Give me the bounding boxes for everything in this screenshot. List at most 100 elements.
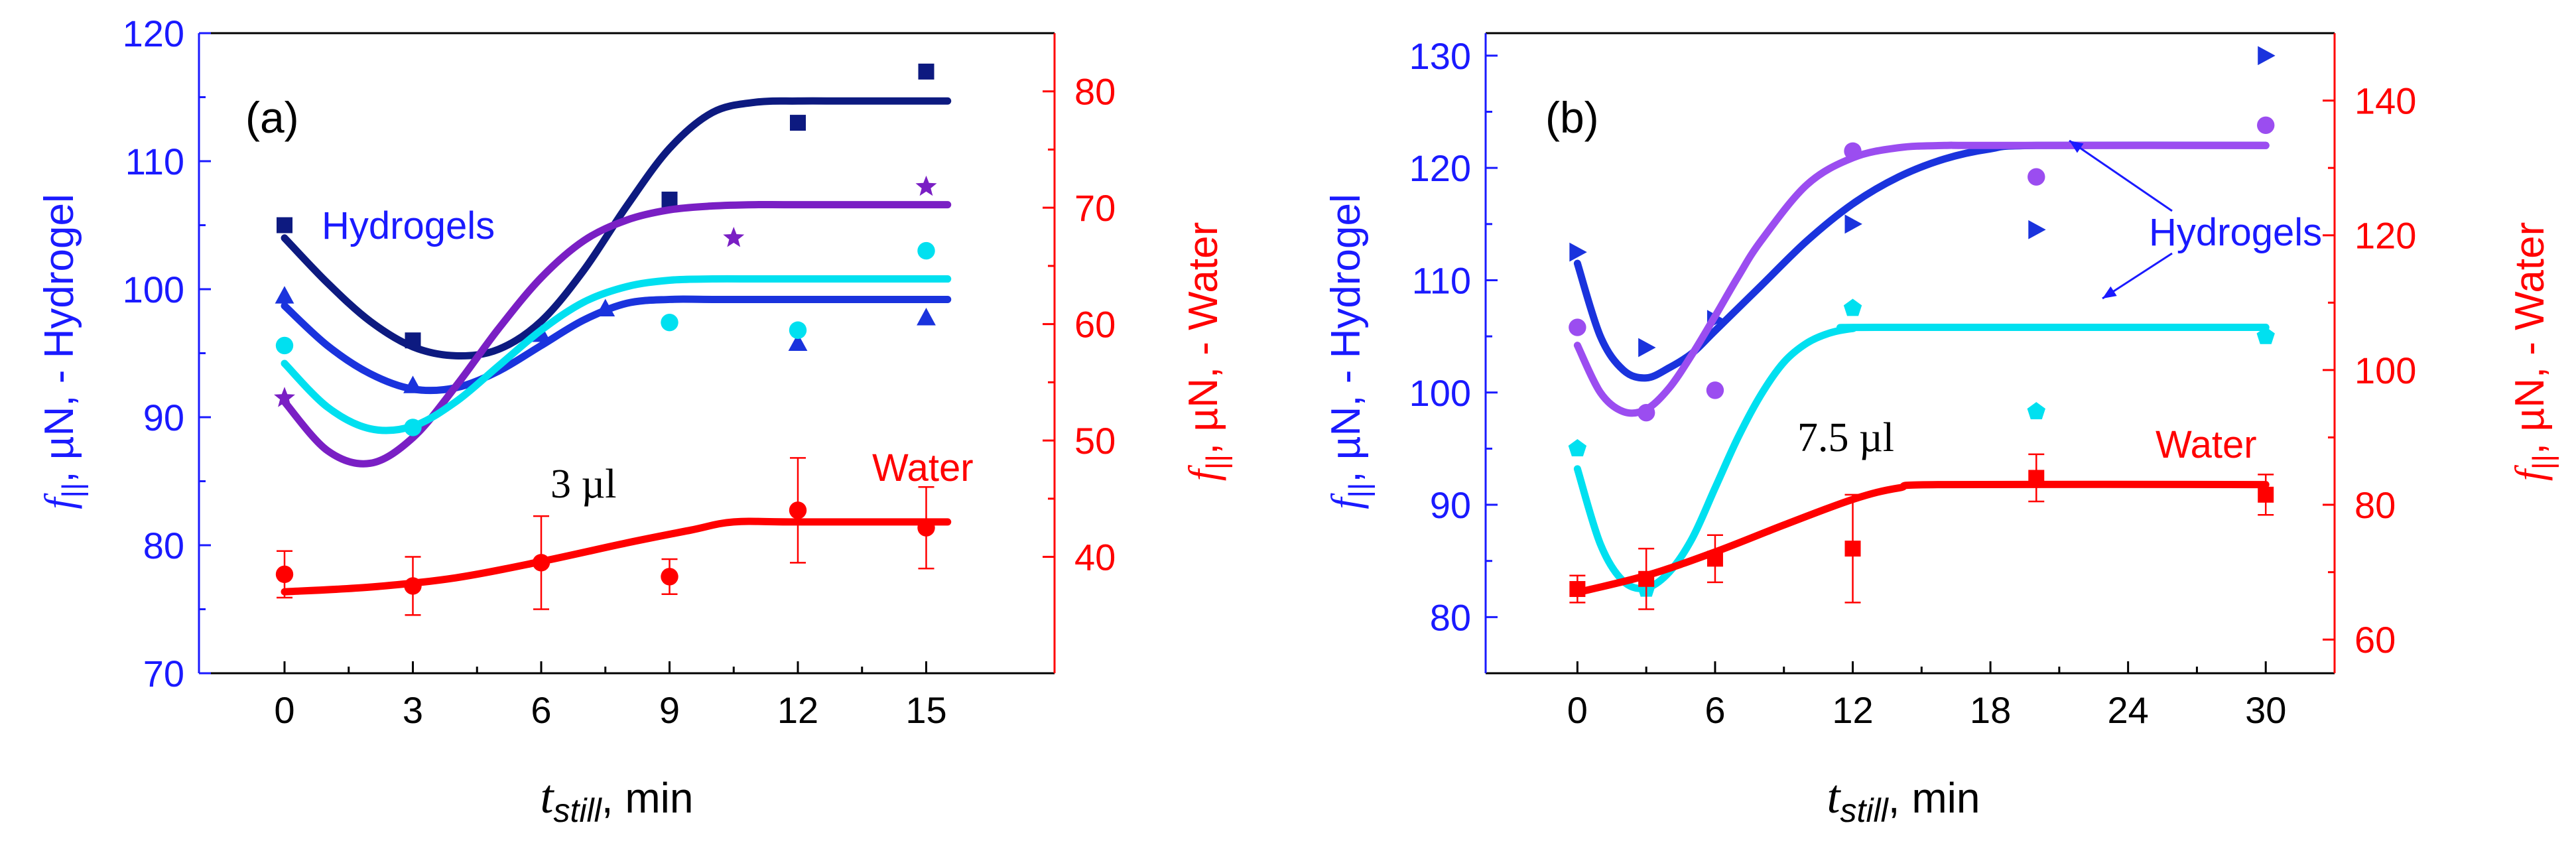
x-tick-label: 6 [1705, 689, 1725, 731]
data-point-marker [277, 217, 292, 233]
left-y-tick-label: 100 [123, 269, 184, 310]
data-point-marker [789, 321, 807, 339]
data-point-marker [404, 577, 422, 595]
right-y-tick-label: 60 [1074, 304, 1116, 346]
panel-label: (a) [245, 93, 299, 142]
data-point-marker [789, 501, 807, 519]
data-point-marker [790, 115, 806, 131]
x-tick-label: 0 [274, 689, 294, 731]
left-y-tick-label: 70 [143, 653, 184, 694]
data-point-marker [917, 308, 936, 326]
data-point-marker [1568, 439, 1587, 457]
data-series [1569, 453, 2274, 610]
data-point-marker [915, 175, 937, 196]
data-point-marker [661, 568, 678, 586]
data-point-marker [596, 298, 615, 316]
fit-curve [1573, 480, 2270, 596]
data-point-marker [1707, 551, 1723, 567]
left-y-tick-label: 90 [143, 397, 184, 438]
data-series [277, 63, 952, 360]
data-series [275, 457, 952, 616]
x-tick-label: 3 [403, 689, 423, 731]
water-label: Water [872, 446, 974, 490]
left-y-tick-label: 100 [1409, 372, 1471, 414]
x-tick-label: 12 [777, 689, 818, 731]
data-point-marker [403, 375, 422, 393]
data-point-marker [405, 332, 421, 349]
left-y-tick-label: 120 [123, 13, 184, 54]
data-point-marker [918, 63, 934, 80]
right-y-tick-label: 70 [1074, 187, 1116, 229]
fit-curve [281, 97, 952, 360]
data-point-marker [2027, 402, 2045, 420]
data-series [275, 241, 952, 436]
data-point-marker [404, 419, 422, 436]
data-point-marker [2257, 116, 2275, 135]
x-axis-title: tstill, min [1827, 770, 1980, 829]
data-point-marker [1637, 404, 1655, 422]
left-y-tick-label: 110 [1412, 259, 1471, 301]
left-y-axis-title: f||, µN, - Hydrogel [36, 194, 89, 509]
x-tick-label: 6 [531, 689, 551, 731]
x-tick-label: 18 [1970, 689, 2011, 731]
data-point-marker [661, 191, 678, 208]
x-tick-label: 0 [1567, 689, 1588, 731]
fit-curve [281, 200, 952, 468]
data-point-marker [1843, 298, 1862, 316]
fit-curve [1573, 141, 2270, 417]
data-point-marker [1638, 570, 1655, 587]
right-y-tick-label: 50 [1074, 420, 1116, 462]
right-y-tick-label: 140 [2354, 80, 2416, 122]
hydrogels-label: Hydrogels [322, 204, 495, 247]
right-y-axis-title: f||, µN, - Water [1181, 222, 1233, 481]
data-point-marker [917, 241, 935, 260]
right-y-axis-title: f||, µN, - Water [2507, 222, 2559, 481]
right-y-tick-label: 80 [2354, 484, 2396, 526]
right-y-tick-label: 40 [1074, 537, 1116, 578]
x-axis-title: tstill, min [541, 770, 694, 829]
panel-b: 0 6 12 18 24 30 80 90 100 110 120 130 60 80 100 120 140 (… [1323, 32, 2559, 829]
x-tick-label: 15 [905, 689, 946, 731]
fit-curve [1573, 323, 2270, 592]
hydrogels-label: Hydrogels [2149, 211, 2322, 254]
right-y-tick-label: 80 [1074, 71, 1116, 113]
volume-label: 3 µl [550, 462, 616, 507]
annotation-arrowhead [2102, 286, 2117, 298]
data-point-marker [917, 519, 935, 537]
data-point-marker [274, 387, 295, 407]
left-y-tick-label: 110 [125, 141, 184, 182]
fit-curve [281, 295, 952, 395]
data-point-marker [2028, 168, 2045, 186]
data-point-marker [1569, 318, 1586, 336]
right-y-tick-label: 100 [2354, 350, 2416, 391]
x-tick-label: 24 [2108, 689, 2149, 731]
data-series [274, 175, 952, 468]
left-y-tick-label: 90 [1430, 484, 1471, 526]
left-y-tick-label: 80 [143, 525, 184, 566]
data-point-marker [723, 227, 745, 247]
data-point-marker [2256, 326, 2275, 344]
data-point-marker [1569, 242, 1587, 262]
data-point-marker [1844, 142, 1862, 160]
x-tick-label: 30 [2245, 689, 2286, 731]
data-point-marker [1638, 338, 1656, 358]
data-point-marker [1706, 381, 1724, 399]
fit-curve [281, 517, 952, 596]
data-point-marker [275, 286, 294, 304]
data-point-marker [2028, 470, 2045, 486]
data-series [1569, 116, 2275, 422]
annotation-arrowhead [2069, 141, 2084, 153]
data-point-marker [2258, 486, 2274, 503]
left-y-tick-label: 120 [1409, 147, 1471, 189]
panel-label: (b) [1545, 93, 1599, 142]
x-tick-label: 12 [1832, 689, 1873, 731]
panel-a: 0 3 6 9 12 15 70 80 90 100 110 120 40 50 60 70 80 (a) 3 µl… [36, 13, 1233, 829]
data-point-marker [275, 336, 294, 355]
water-label: Water [2156, 423, 2257, 466]
data-point-marker [1844, 214, 1862, 234]
right-y-tick-label: 120 [2354, 215, 2416, 257]
fit-curve [281, 275, 952, 434]
data-point-marker [661, 313, 678, 332]
left-y-tick-label: 80 [1430, 596, 1471, 638]
